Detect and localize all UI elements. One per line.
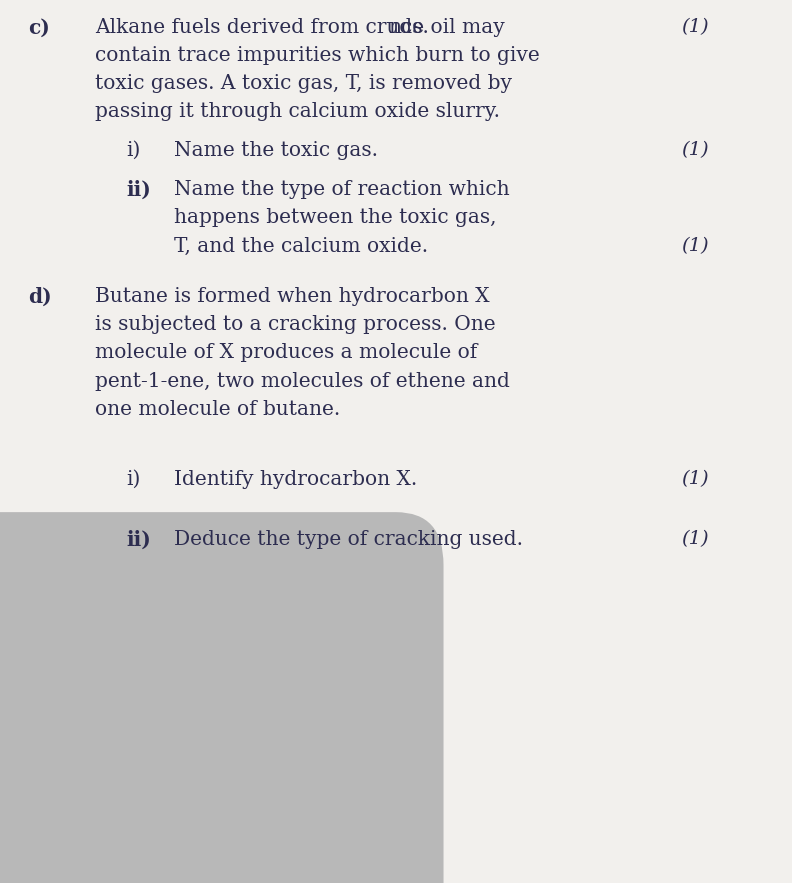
Text: Butane is formed when hydrocarbon X: Butane is formed when hydrocarbon X <box>95 287 489 306</box>
Text: ii): ii) <box>127 530 151 550</box>
Text: Identify hydrocarbon X.: Identify hydrocarbon X. <box>174 470 417 489</box>
Text: (1): (1) <box>681 470 709 487</box>
Text: happens between the toxic gas,: happens between the toxic gas, <box>174 208 497 228</box>
Text: (1): (1) <box>681 18 709 35</box>
Text: (1): (1) <box>681 141 709 159</box>
Text: d): d) <box>28 287 51 307</box>
Text: (1): (1) <box>681 237 709 254</box>
Text: molecule of X produces a molecule of: molecule of X produces a molecule of <box>95 343 478 363</box>
Text: i): i) <box>127 141 141 161</box>
FancyBboxPatch shape <box>0 512 444 883</box>
Text: (1): (1) <box>681 530 709 547</box>
Text: i): i) <box>127 470 141 489</box>
Text: c): c) <box>28 18 49 38</box>
Text: Name the type of reaction which: Name the type of reaction which <box>174 180 510 200</box>
Text: passing it through calcium oxide slurry.: passing it through calcium oxide slurry. <box>95 102 500 122</box>
Text: ncs.: ncs. <box>388 18 429 37</box>
Text: is subjected to a cracking process. One: is subjected to a cracking process. One <box>95 315 496 335</box>
Text: ii): ii) <box>127 180 151 200</box>
Text: Deduce the type of cracking used.: Deduce the type of cracking used. <box>174 530 524 549</box>
Text: T, and the calcium oxide.: T, and the calcium oxide. <box>174 237 428 256</box>
Text: Name the toxic gas.: Name the toxic gas. <box>174 141 379 161</box>
Text: pent-1-ene, two molecules of ethene and: pent-1-ene, two molecules of ethene and <box>95 372 510 391</box>
Text: Alkane fuels derived from crude oil may: Alkane fuels derived from crude oil may <box>95 18 505 37</box>
Text: contain trace impurities which burn to give: contain trace impurities which burn to g… <box>95 46 540 65</box>
Text: toxic gases. A toxic gas, T, is removed by: toxic gases. A toxic gas, T, is removed … <box>95 74 512 94</box>
Text: one molecule of butane.: one molecule of butane. <box>95 400 341 419</box>
